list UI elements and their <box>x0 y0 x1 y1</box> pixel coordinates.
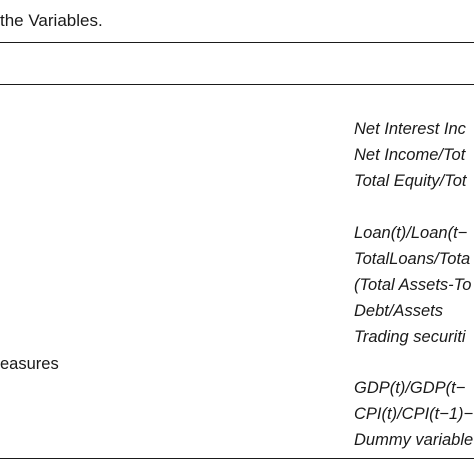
table-cell: Debt/Assets <box>354 302 443 320</box>
table-cell: Dummy variable <box>354 431 474 449</box>
table-bottom-rule <box>0 458 474 459</box>
table-cell: Net Interest Inc <box>354 120 466 138</box>
row-label-measures: easures <box>0 355 59 373</box>
table-cell: Loan(t)/Loan(t− <box>354 224 468 242</box>
table-cell: CPI(t)/CPI(t−1)− <box>354 405 474 423</box>
table-top-rule <box>0 42 474 43</box>
table-cell: Net Income/Tot <box>354 146 466 164</box>
table-cell: Total Equity/Tot <box>354 172 467 190</box>
table-cell: TotalLoans/Tota <box>354 250 471 268</box>
table-caption: the Variables. <box>0 11 103 30</box>
table-cell: Trading securiti <box>354 328 466 346</box>
table-cell: GDP(t)/GDP(t− <box>354 379 466 397</box>
table-cell: (Total Assets-To <box>354 276 472 294</box>
table-header-rule <box>0 84 474 85</box>
